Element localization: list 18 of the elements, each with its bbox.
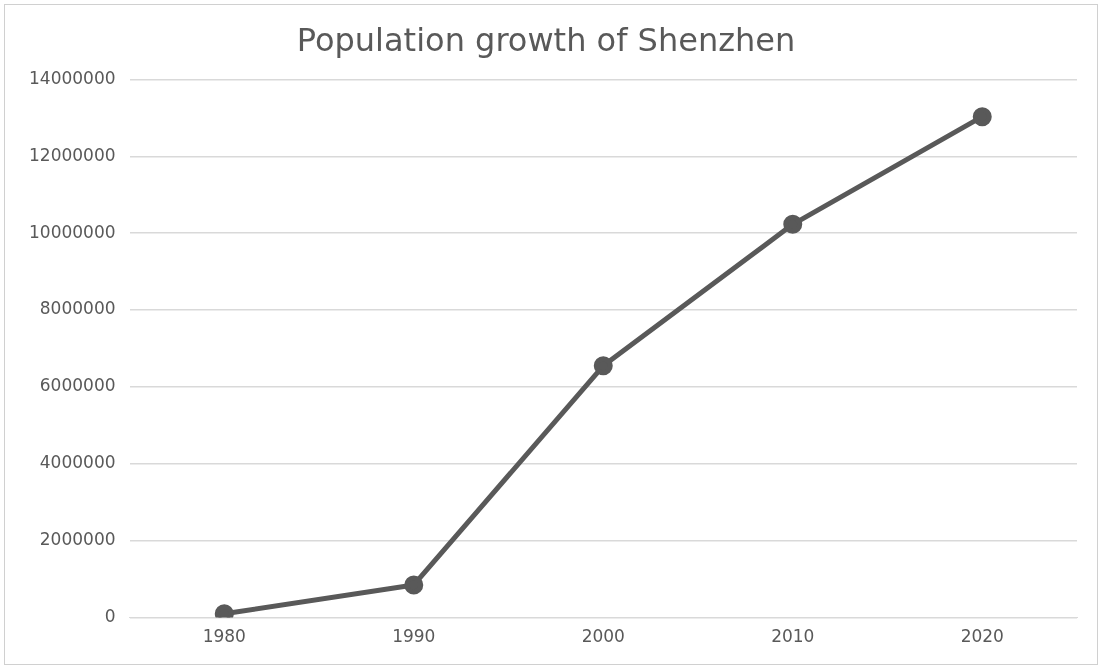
x-tick-label: 2020 <box>960 626 1004 647</box>
chart-title: Population growth of Shenzhen <box>296 20 796 59</box>
y-tick-label: 8000000 <box>39 298 116 319</box>
y-tick-label: 14000000 <box>29 67 116 88</box>
x-tick-label: 1980 <box>202 626 246 647</box>
y-tick-label: 2000000 <box>39 529 116 550</box>
y-tick-label: 0 <box>104 606 116 627</box>
y-tick-label: 10000000 <box>29 221 116 242</box>
point <box>593 356 613 376</box>
point <box>972 107 992 127</box>
y-tick-label: 4000000 <box>39 452 116 473</box>
y-tick-label: 12000000 <box>29 144 116 165</box>
x-tick-label: 1990 <box>392 626 436 647</box>
point <box>404 575 424 595</box>
point <box>783 214 803 234</box>
x-tick-label: 2000 <box>581 626 625 647</box>
x-tick-label: 2010 <box>771 626 815 647</box>
y-tick-label: 6000000 <box>39 375 116 396</box>
